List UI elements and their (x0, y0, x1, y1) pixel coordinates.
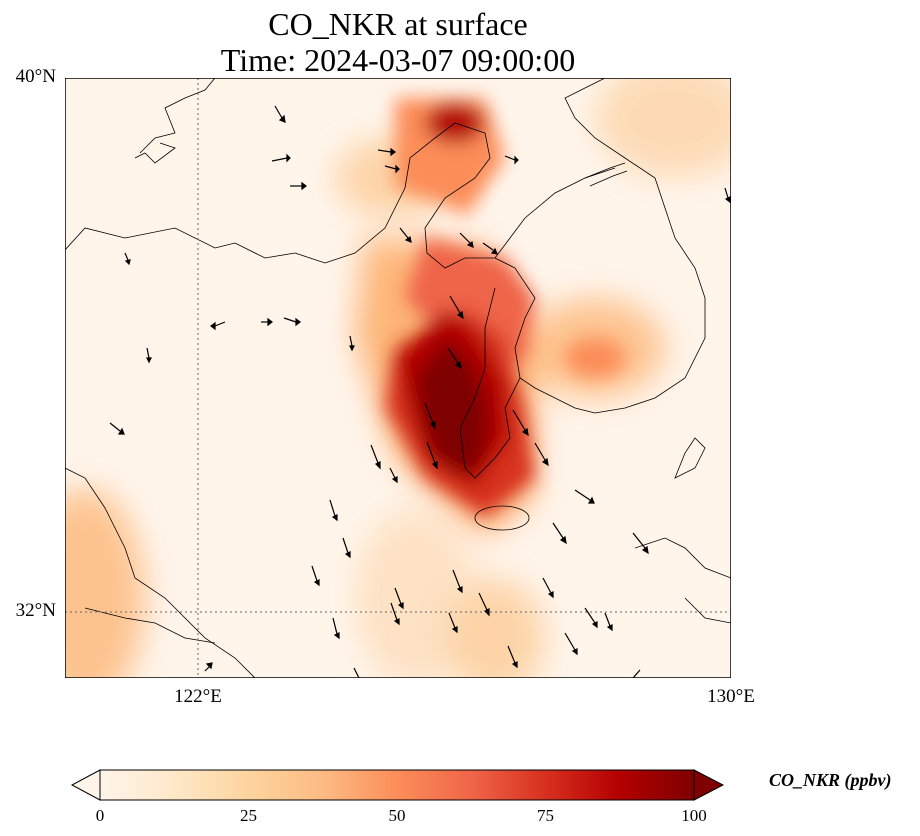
colorbar-extend-max (693, 769, 725, 801)
lon-label-122e: 122°E (174, 686, 222, 707)
colorbar-tick-0: 0 (95, 806, 105, 825)
wind-vectors (109, 105, 731, 678)
colorbar-tick-75: 75 (537, 806, 554, 825)
colorbar-extend-min (70, 769, 101, 801)
lat-label-32n: 32°N (15, 600, 56, 621)
lon-label-130e: 130°E (707, 686, 755, 707)
map-subtitle: Time: 2024-03-07 09:00:00 (220, 42, 576, 78)
concentration-field (65, 78, 731, 678)
coastlines (65, 78, 731, 678)
colorbar-tick-25: 25 (240, 806, 257, 825)
gridlines (65, 78, 731, 678)
colorbar-tick-50: 50 (388, 806, 406, 825)
map-title: CO_NKR at surface (268, 6, 528, 42)
colorbar-label: CO_NKR (ppbv) (769, 770, 892, 790)
map-plot (65, 78, 731, 678)
colorbar-gradient (99, 769, 695, 801)
colorbar (70, 769, 725, 801)
colorbar-tick-100: 100 (681, 806, 707, 825)
lat-label-40n: 40°N (15, 66, 56, 87)
